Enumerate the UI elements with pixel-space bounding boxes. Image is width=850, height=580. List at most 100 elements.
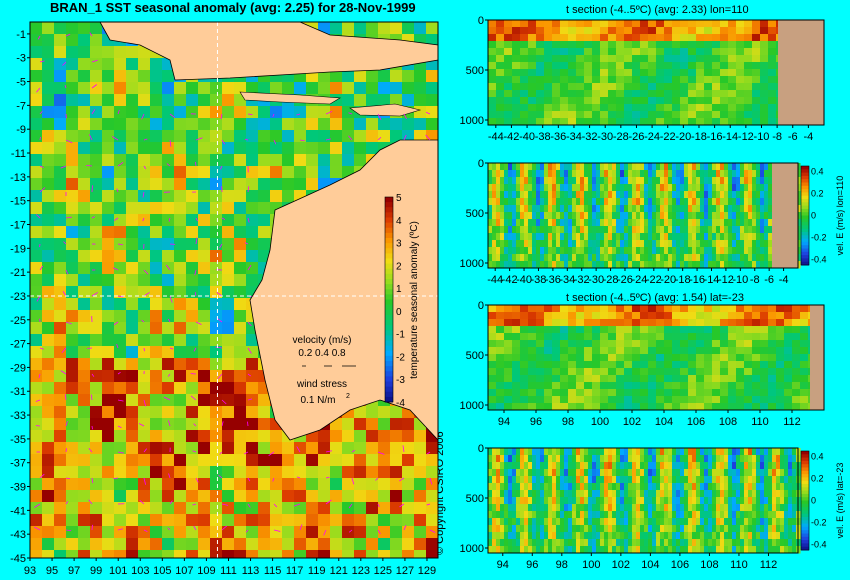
map-x-tick-label: 101 bbox=[109, 565, 127, 577]
map-velocity-arrow bbox=[429, 529, 436, 533]
map-y-tick-label: -13 bbox=[10, 172, 26, 184]
section-colorbar-label: vel. E (m/s) lon=110 bbox=[835, 176, 845, 256]
section-colorbar-cell bbox=[801, 189, 809, 193]
map-colorbar-cell bbox=[385, 314, 393, 321]
map-colorbar-cell bbox=[385, 381, 393, 388]
map-velocity-arrow bbox=[215, 346, 223, 349]
map-velocity-arrow bbox=[195, 137, 203, 141]
map-velocity-arrow bbox=[169, 347, 174, 350]
map-velocity-arrow bbox=[193, 347, 197, 352]
section-colorbar-frame bbox=[800, 450, 810, 551]
map-colorbar-cell bbox=[385, 350, 393, 357]
section-x-tick-label: -38 bbox=[531, 274, 547, 286]
map-y-tick-label: -7 bbox=[16, 100, 26, 112]
map-velocity-arrow bbox=[117, 295, 124, 298]
section-panel-2 bbox=[485, 162, 810, 271]
section-colorbar-cell bbox=[801, 225, 809, 230]
wind-legend-title: wind stress bbox=[296, 379, 347, 390]
section-colorbar-cell bbox=[801, 232, 809, 236]
section-x-tick-label: -42 bbox=[503, 131, 519, 143]
map-velocity-arrow bbox=[34, 503, 41, 508]
map-velocity-arrow bbox=[88, 134, 93, 141]
map-velocity-arrow bbox=[247, 421, 249, 427]
map-y-tick-label: -31 bbox=[10, 386, 26, 398]
map-velocity-arrow bbox=[117, 243, 124, 246]
map-velocity-arrow bbox=[65, 448, 67, 453]
section-frame bbox=[487, 304, 825, 411]
section-x-tick-label: -42 bbox=[502, 274, 518, 286]
map-y-tick-label: -37 bbox=[10, 458, 26, 470]
map-title: BRAN_1 SST seasonal anomaly (avg: 2.25) … bbox=[50, 0, 416, 15]
map-velocity-arrow bbox=[91, 185, 93, 193]
map-colorbar-cell bbox=[385, 222, 393, 229]
map-velocity-arrow bbox=[296, 446, 301, 453]
section-y-tick-label: 500 bbox=[466, 208, 484, 220]
section-x-tick-label: 98 bbox=[556, 559, 568, 571]
section-colorbar-cell bbox=[801, 261, 809, 266]
map-colorbar-cell bbox=[385, 243, 393, 249]
section-colorbar-cell bbox=[801, 235, 809, 240]
map-velocity-arrow bbox=[91, 216, 96, 219]
map-velocity-arrow bbox=[169, 113, 175, 118]
map-velocity-arrow bbox=[65, 139, 73, 144]
map-x-tick-label: 123 bbox=[352, 565, 370, 577]
map-velocity-arrow bbox=[65, 529, 72, 532]
map-y-tick-label: -41 bbox=[10, 505, 26, 517]
section-colorbar-cell bbox=[801, 484, 809, 488]
map-colorbar-cell bbox=[385, 273, 393, 280]
map-velocity-arrow bbox=[193, 525, 197, 531]
section-colorbar-cell bbox=[801, 175, 809, 180]
map-velocity-arrow bbox=[165, 264, 171, 271]
map-velocity-arrow bbox=[247, 217, 250, 223]
map-x-tick-label: 129 bbox=[418, 565, 436, 577]
section-colorbar-cell bbox=[801, 490, 809, 495]
section-colorbar-cell bbox=[801, 523, 809, 528]
map-velocity-arrow bbox=[117, 371, 121, 375]
section-lat-title: t section (-4..5ºC) (avg: 1.54) lat=-23 bbox=[566, 292, 744, 304]
map-colorbar-cell bbox=[385, 227, 393, 234]
map-colorbar-cell bbox=[385, 309, 393, 316]
map-colorbar-cell bbox=[385, 268, 393, 275]
map-velocity-arrow bbox=[399, 477, 405, 482]
map-velocity-arrow bbox=[167, 373, 171, 377]
map-velocity-arrow bbox=[116, 343, 119, 349]
map-colorbar-cell bbox=[385, 355, 393, 362]
map-velocity-arrow bbox=[39, 265, 44, 271]
section-y-tick-label: 0 bbox=[478, 15, 484, 27]
map-colorbar-cell bbox=[385, 366, 393, 372]
velocity-legend-title: velocity (m/s) bbox=[293, 335, 352, 346]
map-x-tick-label: 127 bbox=[396, 565, 414, 577]
section-land-mask bbox=[772, 163, 798, 268]
section-x-tick-label: -6 bbox=[764, 274, 774, 286]
section-colorbar-cell bbox=[801, 208, 809, 213]
section-colorbar-cell bbox=[801, 457, 809, 462]
map-velocity-arrow bbox=[143, 399, 147, 407]
map-velocity-arrow bbox=[117, 451, 124, 454]
map-velocity-arrow bbox=[348, 503, 353, 509]
map-velocity-arrow bbox=[221, 139, 226, 145]
map-colorbar-tick: 0 bbox=[396, 307, 402, 318]
map-velocity-arrow bbox=[402, 445, 405, 453]
section-colorbar-cell bbox=[801, 218, 809, 223]
section-colorbar-cell bbox=[801, 228, 809, 233]
section-x-tick-label: -16 bbox=[707, 131, 723, 143]
map-velocity-arrow bbox=[65, 216, 72, 219]
map-velocity-arrow bbox=[91, 109, 96, 115]
map-land-sunda-islands bbox=[349, 103, 422, 117]
section-colorbar-cell bbox=[801, 460, 809, 465]
map-x-tick-label: 99 bbox=[90, 565, 102, 577]
map-velocity-arrow bbox=[166, 163, 171, 167]
section-colorbar-cell bbox=[801, 480, 809, 485]
map-velocity-arrow bbox=[403, 134, 407, 141]
section-x-tick-label: -36 bbox=[550, 131, 566, 143]
map-colorbar-tick: -1 bbox=[396, 330, 405, 341]
map-colorbar-tick: 5 bbox=[396, 193, 402, 204]
map-colorbar-cell bbox=[385, 345, 393, 352]
section-colorbar-tick: 0.2 bbox=[811, 474, 824, 484]
section-x-tick-label: -28 bbox=[613, 131, 629, 143]
map-velocity-arrow bbox=[142, 217, 145, 222]
map-velocity-arrow bbox=[62, 291, 67, 297]
map-x-tick-label: 93 bbox=[24, 565, 36, 577]
map-y-tick-label: -29 bbox=[10, 362, 26, 374]
map-velocity-arrow bbox=[167, 318, 171, 323]
